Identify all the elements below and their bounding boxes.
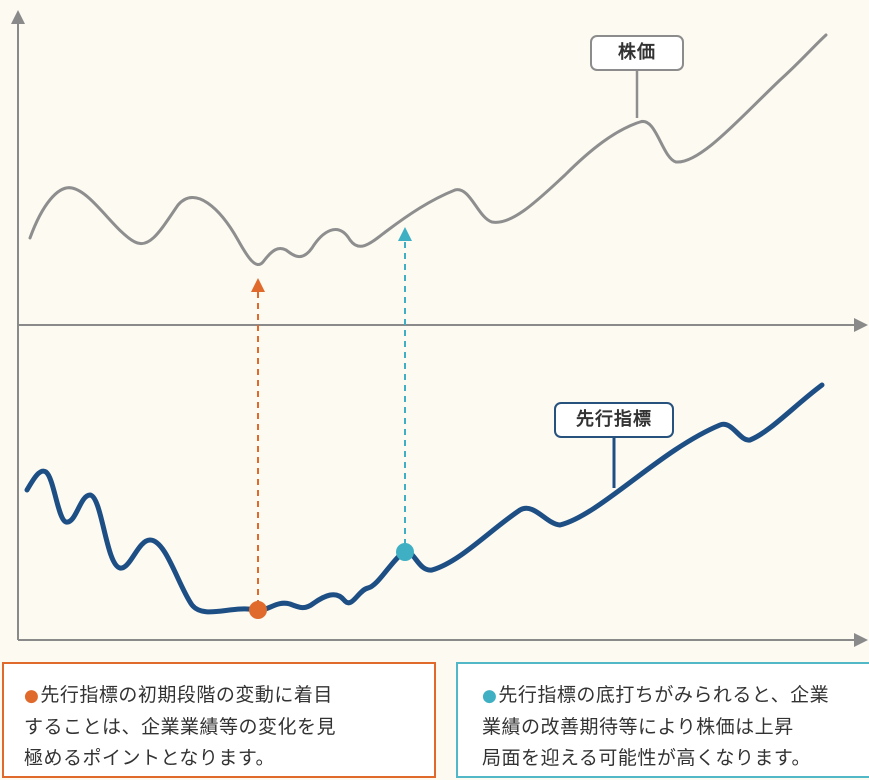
orange-callout-text-1: 先行指標の初期段階の変動に着目 [40,684,333,706]
orange-arrow-icon [251,278,265,292]
vertical-axis-arrow-icon [11,10,25,24]
orange-callout-line-1: ●先行指標の初期段階の変動に着目 [24,680,422,712]
middle-axis-arrow-icon [854,318,868,332]
orange-dot-icon [249,601,267,619]
teal-callout-line-1: ●先行指標の底打ちがみられると、企業 [482,680,862,712]
orange-callout-line-2: することは、企業業績等の変化を見 [24,716,337,738]
leading-indicator-label: 先行指標 [554,402,674,438]
stock-price-label: 株価 [590,35,684,71]
teal-arrow-icon [398,227,412,241]
orange-callout-box: ●先行指標の初期段階の変動に着目 することは、企業業績等の変化を見 極めるポイン… [2,662,436,778]
stock-price-line [28,33,828,266]
orange-callout-line-3: 極めるポイントとなります。 [24,747,276,769]
orange-bullet-icon: ● [24,686,40,706]
teal-callout-text-1: 先行指標の底打ちがみられると、企業 [498,684,830,706]
teal-bullet-icon: ● [482,686,498,706]
teal-callout-box: ●先行指標の底打ちがみられると、企業 業績の改善期待等により株価は上昇 局面を迎… [456,662,869,778]
teal-callout-line-2: 業績の改善期待等により株価は上昇 [482,716,794,738]
leading-indicator-line [24,382,825,615]
teal-dot-icon [396,543,414,561]
teal-callout-line-3: 局面を迎える可能性が高くなります。 [482,747,812,769]
bottom-axis-arrow-icon [854,633,868,647]
